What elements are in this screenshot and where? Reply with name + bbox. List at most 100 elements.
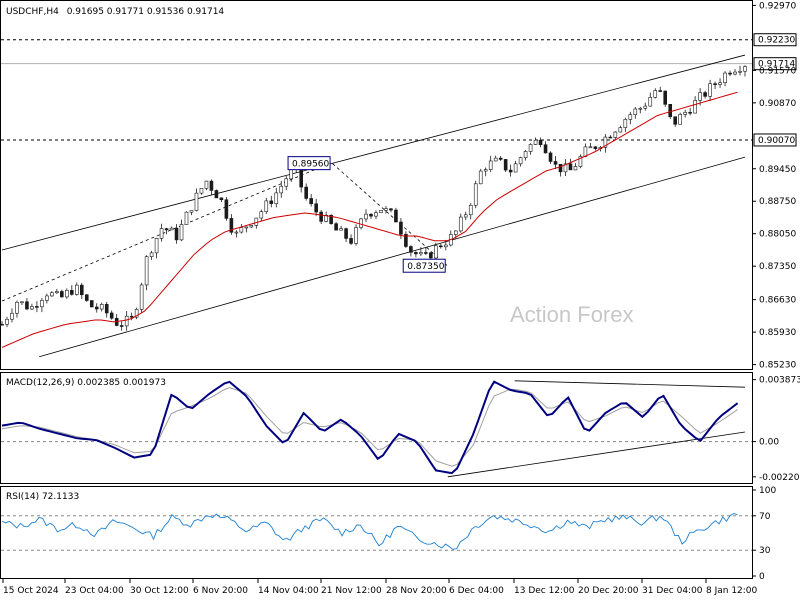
candle-body [683,111,687,115]
candle-body [79,284,84,296]
candle-body [508,169,513,173]
candle-body [693,100,697,114]
candle-body [468,204,473,216]
candle-body [523,151,528,158]
candle-body [234,231,239,234]
candle-body [618,127,623,133]
candle-body [194,192,199,211]
price-levels: 0.92230 0.90070 0.91714 [1,33,797,147]
candle-body [10,312,14,320]
candle-body [643,105,648,109]
candle-body [723,72,727,84]
candle-body [5,318,9,325]
candle-body [334,223,338,231]
candle-body [533,139,538,145]
candle-body [513,163,518,173]
trend-channel [1,54,746,358]
annotation-label: 0.89560 [292,160,329,170]
symbol-label: USDCHF,H4 [6,7,59,17]
symbol-title: USDCHF,H4 0.91695 0.91771 0.91536 0.9171… [6,7,224,17]
candle-body [154,237,159,254]
time-tick-label: 23 Oct 04:00 [65,586,124,596]
macd-signal-line [1,387,738,467]
candle-body [673,116,677,125]
macd-tick-label: 0.003873 [759,376,800,386]
candle-body [50,292,54,297]
candle-body [633,108,638,115]
rsi-title: RSI(14) 72.1133 [6,492,79,502]
candle-body [708,83,712,97]
candle-body [254,217,259,226]
candle-body [30,306,34,310]
candle-body [229,218,234,233]
candle-body [70,290,74,295]
candle-body [149,252,154,257]
channel-upper-line [1,54,746,251]
candle-body [139,284,144,310]
time-tick-label: 14 Nov 04:00 [258,586,319,596]
macd-tick-label: -0.002201 [759,473,800,483]
candle-body [543,144,548,154]
candle-body [728,72,732,75]
candle-body [299,167,303,188]
current-price-box [753,57,797,71]
candle-body [15,301,19,314]
current-price-label: 0.91714 [758,60,795,70]
macd-panel-frame [0,372,753,484]
candle-body [463,214,468,218]
candle-body [548,152,553,162]
candle-body [0,323,4,326]
price-level-box [753,33,797,47]
candle-body [65,290,69,298]
candle-body [129,315,134,318]
candle-body [219,197,224,201]
candle-body [703,92,707,97]
candle-body [214,190,219,199]
candle-body [104,304,109,314]
candle-body [369,213,373,217]
candle-body [284,178,289,187]
macd-title: MACD(12,26,9) 0.002385 0.001973 [6,378,166,388]
time-tick-label: 8 Jan 12:00 [706,586,758,596]
candle-body [319,211,323,222]
ma-line [1,91,738,348]
candle-body [613,131,618,138]
candle-body [274,192,279,204]
candle-body [45,295,49,301]
candle-body [314,203,318,213]
candle-body [74,284,79,295]
price-tick-label: 0.91570 [759,66,796,76]
candle-body [603,136,608,148]
candle-body [169,227,174,231]
price-level-label: 0.90070 [758,136,795,146]
candle-body [304,186,308,199]
candle-body [144,256,149,286]
candle-body [359,218,363,228]
candle-body [324,214,328,222]
candle-body [434,245,438,259]
candle-body [55,291,59,293]
candle-body [638,107,643,110]
candle-body [453,230,458,235]
macd-panel: 0.003873 0.00 -0.002201 [1,376,800,483]
candle-body [558,163,563,173]
candle-body [84,294,89,301]
candle-body [20,301,24,304]
candle-body [199,188,204,194]
price-tick-label: 0.87350 [759,262,796,272]
price-tick-label: 0.85930 [759,328,796,338]
candle-body [733,71,737,75]
watermark: Action Forex [510,302,634,327]
rsi-tick-label: 30 [759,546,771,556]
candle-body [518,157,523,165]
rsi-tick-label: 100 [759,486,776,496]
candle-body [713,83,717,86]
candle-body [698,92,702,101]
price-tick-label: 0.88750 [759,197,796,207]
candle-body [224,199,229,219]
time-tick-label: 20 Dec 20:00 [578,586,639,596]
candle-body [164,228,169,231]
candle-body [189,210,194,213]
price-tick-label: 0.88050 [759,230,796,240]
candle-body [119,325,124,327]
